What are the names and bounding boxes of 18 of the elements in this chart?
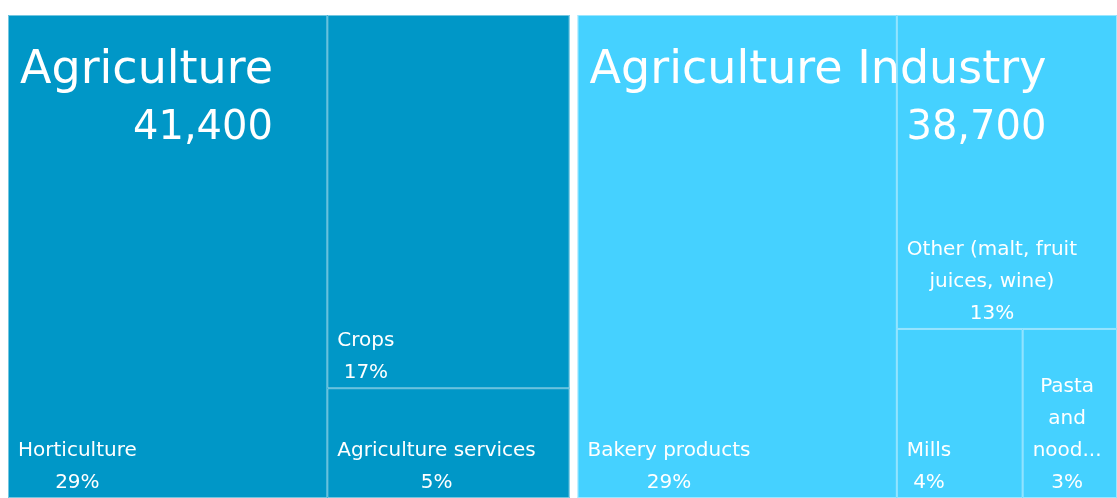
data-label: 5% xyxy=(420,469,453,493)
category-label: Crops xyxy=(337,327,395,352)
category-label: Other (malt, fruit juices, wine) xyxy=(906,235,1078,292)
category-label: Horticulture xyxy=(18,437,137,461)
series-label: Agriculture xyxy=(20,40,273,94)
text: 41,400 xyxy=(133,102,273,148)
data-label: 17% xyxy=(343,359,389,384)
category-label: Mills xyxy=(906,437,952,461)
data-label: 4% xyxy=(913,469,945,493)
data-label: 13% xyxy=(969,299,1015,324)
category-label: Bakery products xyxy=(587,437,751,461)
data-label: 29% xyxy=(55,469,100,493)
series-label: Agriculture Industry xyxy=(589,40,1047,94)
category-label: Pasta and nood... xyxy=(1032,373,1102,461)
category-label: Agriculture services xyxy=(337,437,536,461)
data-label: 29% xyxy=(646,469,692,493)
text: 38,700 xyxy=(906,102,1047,148)
data-label: 3% xyxy=(1051,469,1083,493)
